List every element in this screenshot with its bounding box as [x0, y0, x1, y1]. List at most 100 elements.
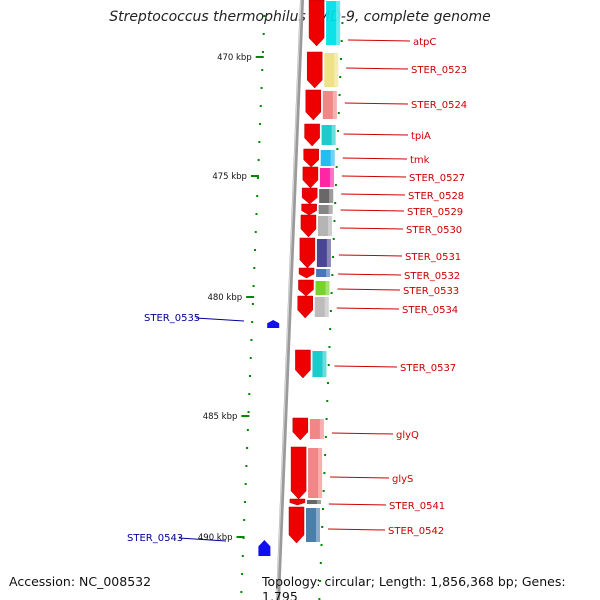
- forward-gene-arrow[interactable]: [298, 279, 314, 297]
- forward-gene-arrow[interactable]: [304, 123, 320, 147]
- forward-gene-arrow[interactable]: [289, 498, 306, 506]
- minor-tick: [241, 555, 244, 557]
- minor-tick: [260, 87, 263, 89]
- gene-category-bar: [306, 500, 321, 504]
- major-tick: [236, 536, 245, 538]
- minor-tick: [331, 274, 334, 276]
- minor-tick: [325, 418, 328, 420]
- minor-tick: [249, 375, 251, 377]
- scale-label: 480 kbp: [207, 293, 242, 303]
- minor-tick: [322, 490, 325, 492]
- gene-category-bar: [308, 448, 323, 498]
- forward-gene-arrow[interactable]: [302, 166, 319, 189]
- minor-tick: [254, 249, 257, 251]
- reverse-gene-arrow[interactable]: [258, 540, 271, 556]
- minor-tick: [341, 22, 344, 24]
- minor-tick: [329, 310, 332, 312]
- forward-gene-label[interactable]: STER_0529: [407, 207, 463, 218]
- forward-gene-arrow[interactable]: [308, 0, 325, 47]
- minor-tick: [258, 141, 261, 143]
- forward-gene-label[interactable]: STER_0524: [411, 100, 467, 111]
- gene-category-bar: [319, 168, 334, 187]
- minor-tick: [334, 184, 337, 186]
- minor-tick: [329, 328, 332, 330]
- gene-category-bar: [319, 189, 334, 203]
- gene-label-leader: [327, 528, 386, 531]
- minor-tick: [328, 346, 331, 348]
- forward-gene-arrow[interactable]: [305, 89, 322, 121]
- forward-gene-label[interactable]: atpC: [413, 37, 436, 48]
- minor-tick: [332, 238, 335, 240]
- gene-label-leader: [344, 102, 409, 105]
- gene-label-leader: [337, 288, 401, 291]
- gene-category-bar: [317, 216, 332, 236]
- forward-gene-label[interactable]: tpiA: [411, 131, 431, 142]
- minor-tick: [340, 40, 343, 42]
- minor-tick: [248, 393, 251, 395]
- forward-gene-arrow[interactable]: [300, 214, 317, 238]
- forward-gene-label[interactable]: glyQ: [396, 430, 419, 441]
- minor-tick: [253, 267, 256, 269]
- forward-gene-label[interactable]: STER_0527: [409, 173, 465, 184]
- forward-gene-label[interactable]: glyS: [392, 474, 413, 485]
- gene-category-bar: [314, 297, 329, 317]
- forward-gene-label[interactable]: STER_0542: [388, 526, 444, 537]
- minor-tick: [339, 76, 342, 78]
- forward-gene-arrow[interactable]: [297, 295, 313, 319]
- gene-bar-shade: [331, 125, 336, 145]
- gene-label-leader: [338, 273, 402, 276]
- gene-label-leader: [330, 476, 390, 479]
- minor-tick: [247, 411, 250, 413]
- forward-gene-label[interactable]: STER_0531: [405, 252, 461, 263]
- scale-label: 485 kbp: [203, 412, 238, 422]
- reverse-gene-arrow[interactable]: [267, 320, 280, 328]
- forward-gene-arrow[interactable]: [299, 237, 316, 269]
- minor-tick: [330, 292, 333, 294]
- forward-gene-arrow[interactable]: [301, 203, 317, 216]
- gene-category-bar: [324, 53, 339, 87]
- reverse-gene-label[interactable]: STER_0535: [144, 313, 200, 324]
- minor-tick: [327, 364, 330, 366]
- forward-gene-label[interactable]: STER_0528: [408, 191, 464, 202]
- minor-tick: [244, 483, 247, 485]
- forward-gene-label[interactable]: STER_0533: [403, 286, 459, 297]
- gene-category-bar: [321, 125, 336, 145]
- forward-gene-label[interactable]: STER_0532: [404, 271, 460, 282]
- minor-tick: [256, 177, 259, 179]
- forward-gene-arrow[interactable]: [295, 349, 311, 379]
- gene-label-leader: [343, 133, 409, 136]
- forward-gene-arrow[interactable]: [292, 417, 309, 441]
- major-tick: [250, 175, 259, 177]
- minor-tick: [332, 256, 335, 258]
- gene-label-leader: [334, 365, 398, 368]
- minor-tick: [243, 519, 246, 521]
- forward-gene-label[interactable]: STER_0541: [389, 501, 445, 512]
- forward-gene-label[interactable]: STER_0530: [406, 225, 462, 236]
- minor-tick: [335, 166, 338, 168]
- major-tick: [241, 415, 250, 417]
- forward-gene-label[interactable]: STER_0534: [402, 305, 458, 316]
- minor-tick: [259, 105, 262, 107]
- gene-category-bar: [309, 419, 324, 439]
- minor-tick: [240, 591, 243, 593]
- reverse-gene-label[interactable]: STER_0543: [127, 533, 183, 544]
- forward-gene-label[interactable]: STER_0537: [400, 363, 456, 374]
- gene-bar-shade: [326, 239, 331, 267]
- gene-bar-shade: [316, 508, 320, 542]
- gene-category-bar: [316, 239, 331, 267]
- forward-gene-arrow[interactable]: [290, 446, 307, 500]
- minor-tick: [249, 357, 252, 359]
- forward-gene-arrow[interactable]: [301, 187, 318, 205]
- gene-category-bar: [312, 351, 327, 377]
- forward-gene-label[interactable]: STER_0523: [411, 65, 467, 76]
- forward-gene-arrow[interactable]: [288, 506, 305, 544]
- forward-gene-arrow[interactable]: [306, 51, 323, 89]
- scale-ticks: 470 kbp 475 kbp 480 kbp 485 kbp 490 kbp: [198, 15, 344, 600]
- gene-bar-shade: [332, 91, 337, 119]
- forward-gene-arrow[interactable]: [303, 148, 319, 168]
- gene-bar-shade: [326, 269, 331, 277]
- backbone-highlight: [276, 0, 302, 600]
- gene-bar-shade: [336, 1, 341, 45]
- forward-gene-arrow[interactable]: [298, 267, 315, 279]
- forward-gene-label[interactable]: tmk: [410, 155, 430, 166]
